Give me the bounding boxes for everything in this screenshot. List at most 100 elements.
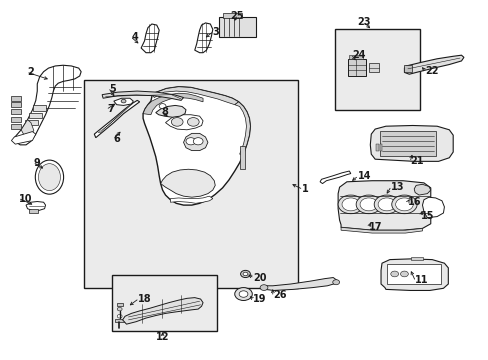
Circle shape <box>187 118 199 126</box>
Text: 5: 5 <box>109 84 116 94</box>
Text: 11: 11 <box>414 275 428 285</box>
Bar <box>11 109 21 114</box>
Text: 3: 3 <box>212 27 219 37</box>
Polygon shape <box>160 169 215 197</box>
Bar <box>112 275 216 330</box>
Polygon shape <box>29 113 42 118</box>
Text: 4: 4 <box>131 32 138 42</box>
Text: 13: 13 <box>390 182 404 192</box>
Text: 9: 9 <box>34 158 41 168</box>
Text: 25: 25 <box>230 11 244 21</box>
Ellipse shape <box>39 164 61 190</box>
Polygon shape <box>170 196 212 203</box>
Circle shape <box>390 271 398 277</box>
Polygon shape <box>337 181 430 230</box>
Bar <box>348 55 362 59</box>
Polygon shape <box>102 91 183 100</box>
Polygon shape <box>11 132 36 144</box>
Text: 20: 20 <box>253 273 266 283</box>
Circle shape <box>171 118 183 126</box>
Polygon shape <box>422 197 444 218</box>
Bar <box>11 117 21 122</box>
Text: 24: 24 <box>351 50 365 60</box>
Circle shape <box>400 271 407 277</box>
Bar <box>386 264 441 284</box>
Bar <box>379 131 435 156</box>
Ellipse shape <box>35 160 63 194</box>
Polygon shape <box>33 105 46 111</box>
Text: 17: 17 <box>368 222 382 232</box>
Circle shape <box>239 291 247 297</box>
Polygon shape <box>114 98 133 105</box>
Text: 10: 10 <box>19 194 33 204</box>
Text: 18: 18 <box>138 294 151 304</box>
Polygon shape <box>21 120 34 138</box>
Polygon shape <box>165 115 203 130</box>
Circle shape <box>193 138 203 145</box>
Circle shape <box>395 198 412 211</box>
Polygon shape <box>143 87 250 205</box>
Polygon shape <box>25 120 38 126</box>
Bar <box>11 96 21 101</box>
Circle shape <box>121 99 126 103</box>
Circle shape <box>391 195 416 214</box>
Text: 15: 15 <box>420 211 434 221</box>
Bar <box>219 17 255 37</box>
Polygon shape <box>152 87 238 105</box>
Circle shape <box>117 315 122 318</box>
Circle shape <box>373 195 399 214</box>
Text: 19: 19 <box>253 294 266 304</box>
Bar <box>83 80 298 288</box>
Circle shape <box>377 198 395 211</box>
Text: 12: 12 <box>156 332 169 342</box>
Text: 22: 22 <box>424 66 438 76</box>
Circle shape <box>332 280 339 285</box>
Bar <box>115 319 123 322</box>
Text: 26: 26 <box>272 291 285 301</box>
Polygon shape <box>340 227 422 233</box>
Circle shape <box>341 198 359 211</box>
Polygon shape <box>156 105 185 117</box>
Polygon shape <box>264 278 336 291</box>
Text: 1: 1 <box>302 184 308 194</box>
Polygon shape <box>369 126 452 161</box>
Text: 14: 14 <box>357 171 370 181</box>
Bar <box>222 13 242 18</box>
Bar <box>11 125 21 130</box>
Polygon shape <box>98 104 132 133</box>
Text: 23: 23 <box>357 17 370 27</box>
Circle shape <box>159 104 165 109</box>
Bar <box>404 64 411 72</box>
Polygon shape <box>94 100 140 138</box>
Text: 16: 16 <box>407 197 421 207</box>
Circle shape <box>185 138 195 145</box>
Circle shape <box>234 288 252 301</box>
Bar <box>375 144 378 150</box>
Bar <box>347 59 366 76</box>
Bar <box>117 303 122 306</box>
Text: 7: 7 <box>107 104 114 114</box>
Polygon shape <box>143 93 203 115</box>
Bar <box>11 102 21 107</box>
Text: 2: 2 <box>27 67 34 77</box>
Polygon shape <box>404 55 463 74</box>
Bar <box>29 210 38 213</box>
Circle shape <box>359 198 377 211</box>
Polygon shape <box>380 259 447 291</box>
Circle shape <box>355 195 381 214</box>
Text: 6: 6 <box>114 134 121 144</box>
Circle shape <box>117 307 122 311</box>
Polygon shape <box>141 24 159 53</box>
Text: 21: 21 <box>409 156 423 166</box>
Bar <box>239 146 245 169</box>
Circle shape <box>337 195 363 214</box>
Polygon shape <box>183 134 207 150</box>
Bar <box>368 63 378 72</box>
Polygon shape <box>14 65 81 145</box>
Polygon shape <box>234 102 250 154</box>
Polygon shape <box>122 298 203 324</box>
Text: 8: 8 <box>161 107 168 117</box>
Circle shape <box>260 285 267 291</box>
Polygon shape <box>320 171 350 184</box>
Polygon shape <box>194 23 212 53</box>
